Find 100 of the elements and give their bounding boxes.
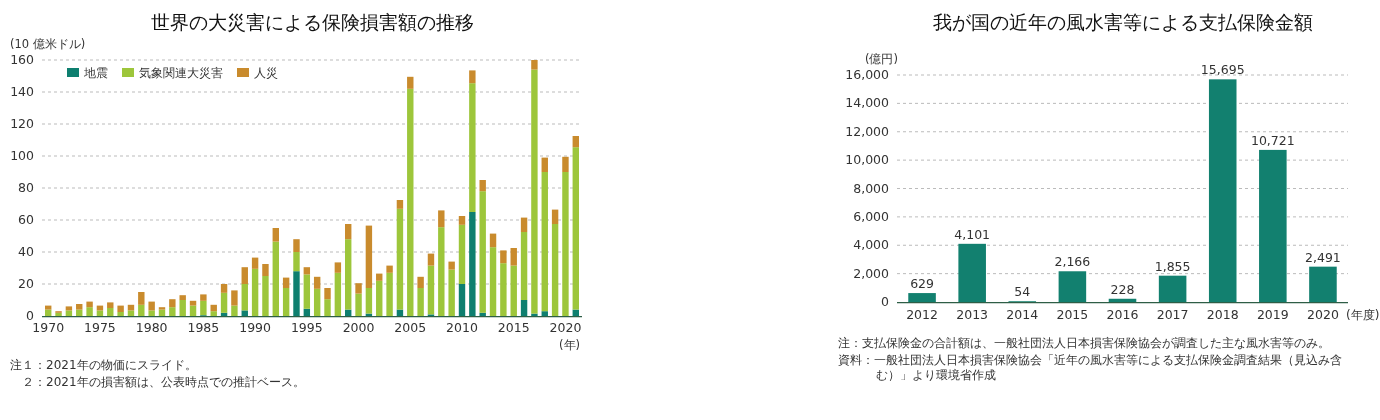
bar (572, 147, 579, 310)
bar (531, 69, 538, 314)
y-tick-label: 2,000 (853, 265, 890, 281)
bar (293, 252, 300, 272)
bar (448, 261, 455, 270)
bar (179, 295, 186, 300)
bar (908, 293, 936, 302)
bar (148, 301, 155, 311)
data-label: 228 (1110, 281, 1135, 297)
bar (189, 300, 197, 306)
data-label: 54 (1014, 284, 1031, 300)
bar (65, 306, 73, 311)
bar (479, 191, 486, 313)
legend-label: 地震 (83, 66, 108, 80)
data-label: 2,166 (1054, 254, 1091, 270)
bar (510, 265, 517, 316)
bar (86, 307, 93, 316)
bar (303, 274, 311, 309)
bar (334, 272, 342, 316)
y-tick-label: 60 (18, 212, 35, 227)
bar (158, 307, 166, 310)
data-label: 4,101 (954, 226, 991, 242)
bar (189, 305, 197, 316)
bar (520, 232, 528, 300)
bar (469, 212, 476, 316)
x-tick-label: 1980 (135, 320, 168, 335)
y-tick-label: 120 (10, 116, 35, 131)
bar (479, 312, 486, 316)
legend-label: 人災 (254, 66, 278, 80)
x-tick-label: 2020 (549, 320, 582, 335)
bar (386, 265, 393, 273)
y-tick-label: 14,000 (845, 95, 890, 111)
bar (365, 225, 373, 288)
x-axis-title: (年度) (1346, 308, 1380, 322)
y-tick-label: 0 (881, 294, 890, 309)
bar (169, 307, 176, 316)
data-label: 15,695 (1200, 62, 1245, 78)
bar (241, 284, 248, 311)
bar (1208, 79, 1237, 302)
bar (520, 217, 528, 232)
bar (427, 253, 435, 266)
bar (107, 302, 114, 308)
y-tick-label: 4,000 (853, 237, 890, 253)
bar (324, 299, 331, 316)
bar (562, 156, 569, 172)
bar (241, 267, 248, 284)
bar (293, 271, 300, 316)
bar (355, 293, 362, 316)
y-tick-label: 6,000 (853, 208, 890, 224)
x-tick-label: 2012 (906, 307, 938, 322)
data-label: 1,855 (1154, 258, 1191, 274)
bar (355, 283, 362, 294)
x-tick-label: 2014 (1006, 307, 1039, 322)
bar (86, 301, 93, 308)
x-tick-label: 2010 (446, 320, 478, 335)
x-tick-label: 2005 (394, 320, 427, 335)
bar (562, 172, 569, 316)
bar (345, 239, 352, 310)
bar (376, 280, 383, 316)
bar (169, 299, 176, 308)
x-tick-label: 1975 (84, 320, 116, 335)
bar (1309, 266, 1337, 302)
bar (417, 288, 424, 316)
text: ２：2021年の損害額は、公表時点での推計ベース。 (21, 375, 306, 390)
bar (407, 76, 414, 89)
bar (417, 276, 424, 288)
bar (541, 311, 548, 316)
x-tick-label: 2019 (1256, 307, 1289, 322)
bar (200, 300, 207, 316)
y-tick-label: 12,000 (845, 123, 890, 139)
bar (313, 288, 321, 316)
y-tick-label: 40 (18, 244, 35, 259)
x-tick-label: 2000 (342, 320, 375, 335)
bar (200, 294, 207, 301)
bar (138, 292, 145, 305)
bar (386, 272, 393, 316)
bar (458, 224, 466, 284)
bar (500, 250, 507, 264)
bar (251, 268, 259, 316)
bar (262, 264, 269, 276)
bar (407, 88, 414, 316)
y-tick-label: 10,000 (845, 152, 890, 168)
bar (489, 247, 497, 316)
bar (551, 224, 559, 316)
bar (65, 310, 73, 316)
data-label: 2,491 (1305, 249, 1341, 265)
x-tick-label: 2016 (1106, 307, 1139, 322)
bar (251, 257, 259, 269)
legend-label: 気象関連大災害 (139, 66, 223, 80)
text: 資料：一般社団法人日本損害保険協会「近年の風水害等による支払保険金調査結果（見込み含む）」より環境省作成 (838, 353, 1343, 383)
bar (303, 308, 311, 316)
y-tick-label: 100 (10, 148, 35, 163)
bar (220, 292, 228, 313)
bar (500, 263, 507, 316)
bar (220, 284, 228, 293)
bar (541, 157, 548, 172)
bar (345, 224, 352, 240)
bar (479, 180, 486, 192)
bar (313, 276, 321, 289)
y-tick-label: 80 (18, 180, 35, 195)
